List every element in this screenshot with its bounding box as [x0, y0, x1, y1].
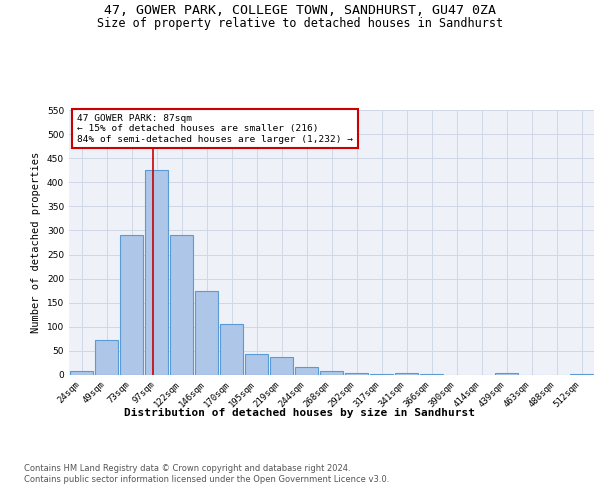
Text: Contains HM Land Registry data © Crown copyright and database right 2024.: Contains HM Land Registry data © Crown c… [24, 464, 350, 473]
Text: 47, GOWER PARK, COLLEGE TOWN, SANDHURST, GU47 0ZA: 47, GOWER PARK, COLLEGE TOWN, SANDHURST,… [104, 4, 496, 17]
Bar [220, 324, 243, 375]
Bar [245, 354, 268, 375]
Bar [120, 236, 143, 375]
Bar [495, 372, 518, 375]
Bar [270, 357, 293, 375]
Text: Size of property relative to detached houses in Sandhurst: Size of property relative to detached ho… [97, 18, 503, 30]
Bar [95, 340, 118, 375]
Bar [195, 290, 218, 375]
Bar [145, 170, 168, 375]
Bar [345, 372, 368, 375]
Bar [420, 374, 443, 375]
Bar [320, 371, 343, 375]
Bar [170, 236, 193, 375]
Bar [70, 371, 93, 375]
Text: Distribution of detached houses by size in Sandhurst: Distribution of detached houses by size … [125, 408, 476, 418]
Y-axis label: Number of detached properties: Number of detached properties [31, 152, 41, 333]
Bar [570, 374, 593, 375]
Text: 47 GOWER PARK: 87sqm
← 15% of detached houses are smaller (216)
84% of semi-deta: 47 GOWER PARK: 87sqm ← 15% of detached h… [77, 114, 353, 144]
Bar [295, 368, 318, 375]
Bar [395, 373, 418, 375]
Bar [370, 374, 393, 375]
Text: Contains public sector information licensed under the Open Government Licence v3: Contains public sector information licen… [24, 475, 389, 484]
